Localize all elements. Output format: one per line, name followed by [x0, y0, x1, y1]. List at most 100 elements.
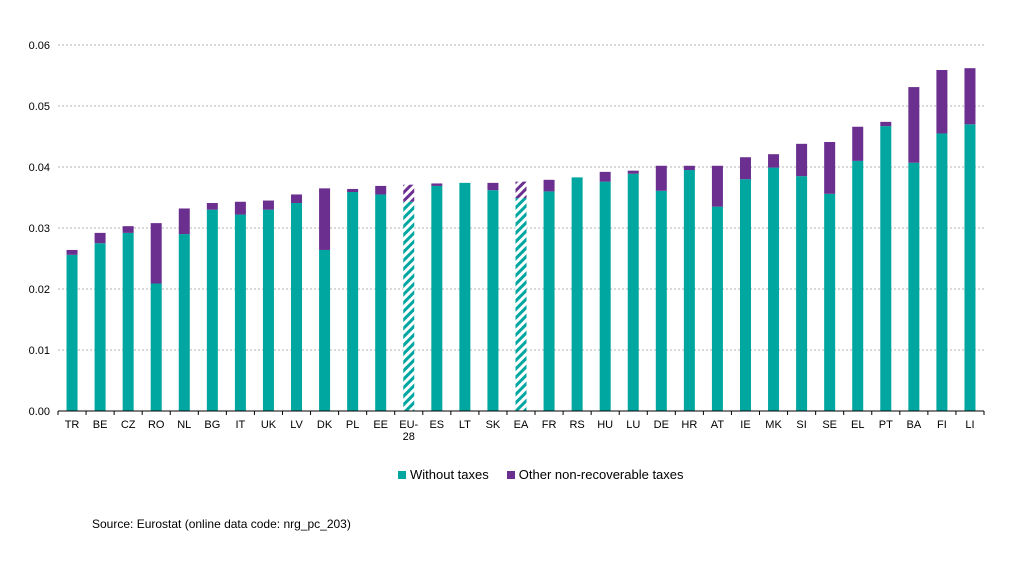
bar-without-taxes-ba: [908, 162, 920, 411]
x-tick-label: SE: [822, 419, 837, 431]
bar-other-taxes-cz: [122, 226, 134, 233]
bar-other-taxes-ee: [375, 185, 387, 195]
bar-other-taxes-mk: [768, 154, 780, 168]
x-tick-label: HU: [597, 419, 613, 431]
x-tick-label: IT: [236, 419, 246, 431]
bar-without-taxes-tr: [66, 254, 78, 411]
bar-without-taxes-el: [852, 160, 864, 411]
x-tick-label: LV: [290, 419, 303, 431]
x-tick-label: NL: [177, 419, 191, 431]
x-tick-label: AT: [711, 419, 725, 431]
bar-other-taxes-bg: [206, 202, 218, 210]
bar-without-taxes-cz: [122, 232, 134, 411]
bar-without-taxes-ea: [515, 198, 527, 411]
legend-swatch-other-taxes: [506, 470, 515, 479]
bar-without-taxes-li: [964, 124, 976, 412]
bar-other-taxes-eu-28: [403, 184, 415, 202]
bar-without-taxes-fi: [936, 133, 948, 411]
x-tick-label: LI: [965, 419, 974, 431]
y-tick-label: 0.04: [29, 162, 50, 174]
x-tick-label: EU-28: [399, 419, 418, 443]
source-note: Source: Eurostat (online data code: nrg_…: [92, 517, 351, 531]
legend-swatch-without-taxes: [398, 470, 406, 479]
x-tick-label: LU: [626, 419, 640, 431]
x-tick-label: EA: [514, 419, 529, 431]
x-tick-label: BA: [907, 419, 922, 431]
x-tick-label: SK: [486, 419, 501, 431]
x-tick-label: FR: [542, 419, 557, 431]
bar-without-taxes-pt: [880, 126, 892, 411]
x-tick-label: CZ: [121, 419, 136, 431]
bar-other-taxes-ea: [515, 181, 527, 199]
x-tick-label: LT: [459, 419, 471, 431]
bar-other-taxes-hu: [599, 171, 611, 182]
bar-other-taxes-de: [655, 165, 667, 191]
bar-other-taxes-ie: [739, 157, 751, 180]
bar-other-taxes-pl: [347, 188, 359, 193]
bar-other-taxes-ro: [150, 223, 162, 284]
bar-other-taxes-lu: [627, 170, 639, 174]
bar-without-taxes-mk: [768, 167, 780, 411]
x-tick-label: IE: [740, 419, 750, 431]
y-tick-label: 0.01: [29, 345, 50, 357]
x-tick-label: DK: [317, 419, 333, 431]
x-tick-label: FI: [937, 419, 947, 431]
bar-without-taxes-se: [824, 193, 836, 411]
bar-without-taxes-nl: [178, 234, 190, 411]
x-tick-label: BE: [93, 419, 108, 431]
bar-without-taxes-lu: [627, 173, 639, 411]
x-tick-label: RS: [569, 419, 584, 431]
legend-label-other-taxes: Other non-recoverable taxes: [518, 467, 684, 482]
legend-label-without-taxes: Without taxes: [410, 467, 489, 482]
bar-without-taxes-bg: [206, 209, 218, 411]
legend: Without taxes Other non-recoverable taxe…: [398, 467, 702, 482]
bar-without-taxes-lv: [291, 202, 303, 411]
bar-without-taxes-lt: [459, 182, 471, 411]
bar-without-taxes-ro: [150, 283, 162, 411]
x-tick-label: TR: [65, 419, 80, 431]
bar-without-taxes-ie: [739, 179, 751, 411]
bar-other-taxes-li: [964, 68, 976, 125]
bars: [66, 68, 976, 412]
bar-other-taxes-se: [824, 141, 836, 194]
bar-other-taxes-pt: [880, 121, 892, 127]
x-tick-label: PL: [346, 419, 359, 431]
y-tick-label: 0.05: [29, 101, 50, 113]
bar-without-taxes-ee: [375, 194, 387, 411]
x-tick-label: BG: [204, 419, 220, 431]
y-tick-label: 0.06: [29, 40, 50, 52]
bar-without-taxes-sk: [487, 190, 499, 411]
bar-without-taxes-be: [94, 243, 106, 411]
y-tick-label: 0.02: [29, 284, 50, 296]
bar-other-taxes-si: [796, 143, 808, 177]
bar-without-taxes-uk: [262, 209, 274, 411]
chart: 0.00 0.01 0.02 0.03 0.04 0.05 0.06 TR BE CZ RO NL B…: [29, 40, 985, 443]
legend-item-without-taxes: Without taxes: [398, 467, 489, 482]
y-tick-label: 0.03: [29, 223, 50, 235]
x-tick-label: ES: [429, 419, 444, 431]
bar-other-taxes-ba: [908, 87, 920, 163]
bar-other-taxes-lv: [291, 194, 303, 203]
bar-without-taxes-dk: [319, 249, 331, 411]
x-tick-label: UK: [261, 419, 277, 431]
bar-without-taxes-at: [711, 206, 723, 411]
legend-item-other-taxes: Other non-recoverable taxes: [506, 467, 684, 482]
bar-other-taxes-hr: [683, 165, 695, 171]
bar-other-taxes-at: [711, 165, 723, 207]
bar-without-taxes-it: [234, 214, 246, 411]
bar-other-taxes-es: [431, 183, 443, 186]
bar-without-taxes-pl: [347, 192, 359, 411]
bar-without-taxes-de: [655, 190, 667, 411]
y-tick-label: 0.00: [29, 406, 50, 418]
bar-without-taxes-rs: [571, 177, 583, 411]
bar-other-taxes-it: [234, 201, 246, 215]
bar-without-taxes-es: [431, 185, 443, 411]
y-axis-ticks: 0.00 0.01 0.02 0.03 0.04 0.05 0.06: [29, 40, 50, 418]
bar-other-taxes-sk: [487, 182, 499, 191]
bar-other-taxes-el: [852, 126, 864, 161]
x-tick-label: RO: [148, 419, 165, 431]
bar-other-taxes-uk: [262, 200, 274, 210]
bar-other-taxes-fr: [543, 179, 555, 192]
x-axis-ticks: TR BE CZ RO NL BG IT UK LV DK PL EE EU-28 ES LT SK EA FR R…: [57, 411, 985, 443]
x-tick-label: DE: [654, 419, 669, 431]
